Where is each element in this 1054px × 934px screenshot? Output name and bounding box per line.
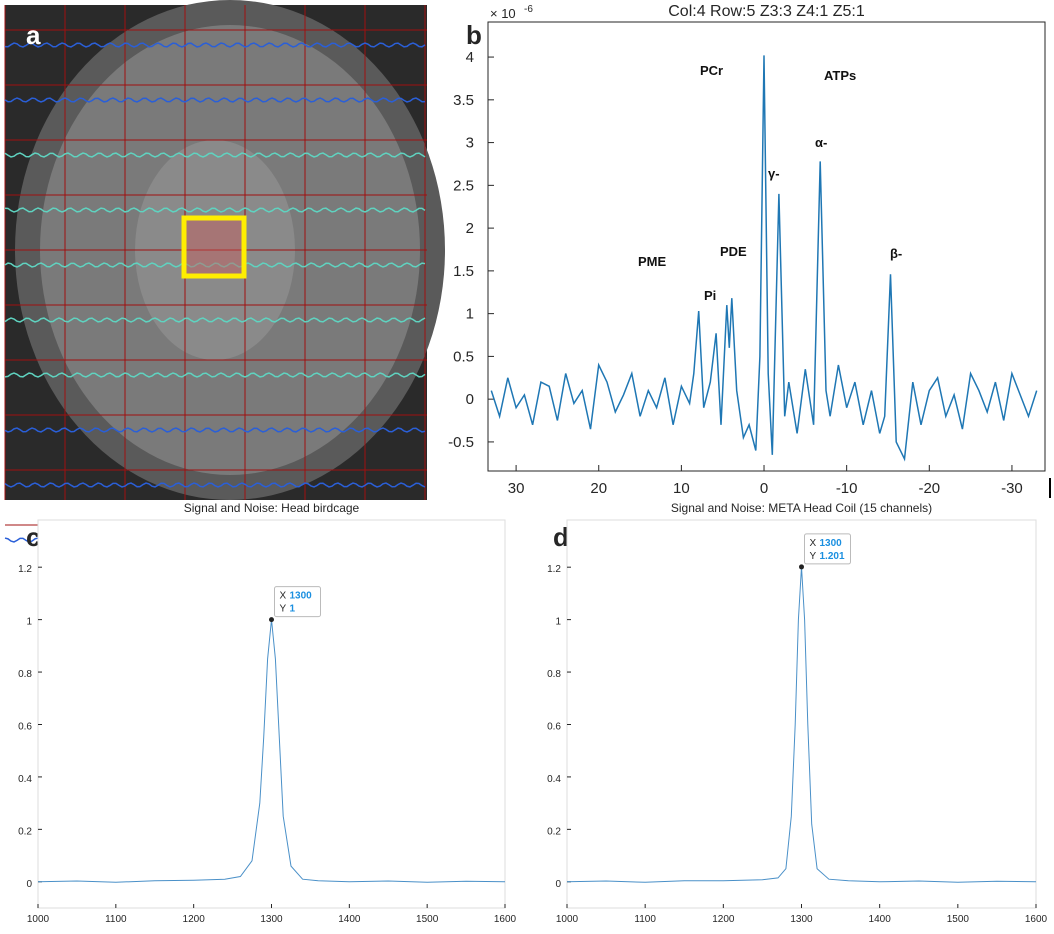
x-tick-label: 30 bbox=[508, 480, 525, 497]
voxel-spectrum bbox=[4, 262, 426, 268]
datatip-y-value: 1.201 bbox=[820, 551, 845, 562]
plot-area bbox=[37, 519, 506, 909]
y-tick-label: 2 bbox=[466, 220, 474, 237]
y-tick-label: 1.5 bbox=[453, 263, 474, 280]
x-tick-label: -10 bbox=[836, 480, 858, 497]
y-tick-label: 1.2 bbox=[18, 564, 32, 575]
y-tick-label: 1 bbox=[555, 617, 561, 628]
y-tick-label: 0.4 bbox=[547, 774, 561, 785]
y-tick-label: 0 bbox=[26, 879, 32, 890]
x-tick-label: 20 bbox=[590, 480, 607, 497]
x-tick-label: -30 bbox=[1001, 480, 1023, 497]
y-tick-label: 0.6 bbox=[18, 721, 32, 732]
y-tick-label: 0.8 bbox=[18, 669, 32, 680]
y-tick-label: 0.5 bbox=[453, 348, 474, 365]
x-tick-label: 1100 bbox=[105, 914, 127, 925]
x-tick-label: 1100 bbox=[634, 914, 656, 925]
peak-annotation: Pi bbox=[704, 288, 716, 303]
plot-area bbox=[566, 519, 1037, 909]
voxel-spectrum bbox=[4, 152, 426, 158]
y-tick-label: 0.2 bbox=[18, 826, 32, 837]
y-tick-label: 0.6 bbox=[547, 721, 561, 732]
datatip-x-label: X bbox=[810, 538, 817, 549]
x-tick-label: 0 bbox=[760, 480, 768, 497]
mri-panel bbox=[4, 0, 445, 543]
voxel-spectrum bbox=[4, 482, 426, 488]
x-tick-label: 1000 bbox=[27, 914, 50, 925]
chart-title: Col:4 Row:5 Z3:3 Z4:1 Z5:1 bbox=[668, 3, 865, 20]
voxel-spectrum bbox=[4, 372, 426, 378]
peak-annotation: PME bbox=[638, 254, 667, 269]
peak-annotation: α- bbox=[815, 135, 827, 150]
signal-line bbox=[490, 55, 1038, 462]
voxel-spectrum bbox=[4, 317, 426, 323]
peak-annotation: PCr bbox=[700, 63, 723, 78]
y-tick-label: -0.5 bbox=[448, 434, 474, 451]
datatip-point bbox=[799, 564, 804, 570]
y-tick-label: 2.5 bbox=[453, 177, 474, 194]
y-tick-label: 4 bbox=[466, 49, 474, 66]
voxel-spectrum bbox=[4, 97, 426, 103]
x-tick-label: -20 bbox=[918, 480, 940, 497]
datatip-y-label: Y bbox=[810, 551, 817, 562]
x-tick-label: 1200 bbox=[183, 914, 206, 925]
datatip-box bbox=[274, 586, 321, 618]
datatip-y-value: 1 bbox=[290, 604, 296, 615]
panel-label: d bbox=[553, 522, 569, 552]
y-tick-label: 0 bbox=[555, 879, 561, 890]
panel-label: c bbox=[26, 522, 40, 552]
x-tick-label: 1500 bbox=[416, 914, 439, 925]
y-tick-label: 0.2 bbox=[547, 826, 561, 837]
y-tick-label: 0.8 bbox=[547, 669, 561, 680]
datatip-x-value: 1300 bbox=[820, 538, 843, 549]
peak-annotation: PDE bbox=[720, 244, 747, 259]
x-tick-label: 1300 bbox=[260, 914, 283, 925]
y-tick-label: 1 bbox=[26, 617, 32, 628]
chart-title: Signal and Noise: Head birdcage bbox=[184, 501, 360, 515]
datatip-y-label: Y bbox=[280, 604, 287, 615]
panel-label: a bbox=[26, 20, 41, 50]
peak-annotation: ATPs bbox=[824, 68, 856, 83]
y-tick-label: 0 bbox=[466, 391, 474, 408]
x-tick-label: 1600 bbox=[1025, 914, 1048, 925]
x-tick-label: 1300 bbox=[790, 914, 813, 925]
y-tick-label: 0.4 bbox=[18, 774, 32, 785]
peak-annotation: γ- bbox=[768, 166, 780, 181]
x-tick-label: 1600 bbox=[494, 914, 517, 925]
y-tick-label: 3.5 bbox=[453, 92, 474, 109]
x-tick-label: 1000 bbox=[556, 914, 579, 925]
y-tick-label: 3 bbox=[466, 135, 474, 152]
voxel-spectrum bbox=[4, 427, 426, 433]
datatip-x-label: X bbox=[280, 591, 287, 602]
selected-voxel bbox=[181, 215, 247, 279]
datatip-box bbox=[804, 533, 851, 565]
y-multiplier-exponent: -6 bbox=[524, 4, 533, 15]
x-tick-label: 1500 bbox=[947, 914, 970, 925]
datatip-x-value: 1300 bbox=[290, 591, 313, 602]
voxel-spectrum bbox=[4, 207, 426, 213]
x-tick-label: 10 bbox=[673, 480, 690, 497]
x-tick-label: 1400 bbox=[869, 914, 892, 925]
y-tick-label: 1.2 bbox=[547, 564, 561, 575]
datatip-point bbox=[269, 617, 274, 623]
chart-title: Signal and Noise: META Head Coil (15 cha… bbox=[671, 501, 932, 515]
voxel-spectrum bbox=[4, 42, 426, 48]
panel-label: b bbox=[466, 20, 482, 50]
x-tick-label: 1400 bbox=[338, 914, 361, 925]
peak-annotation: β- bbox=[890, 246, 902, 261]
y-tick-label: 1 bbox=[466, 306, 474, 323]
y-multiplier: × 10 bbox=[490, 6, 516, 21]
x-tick-label: 1200 bbox=[712, 914, 735, 925]
